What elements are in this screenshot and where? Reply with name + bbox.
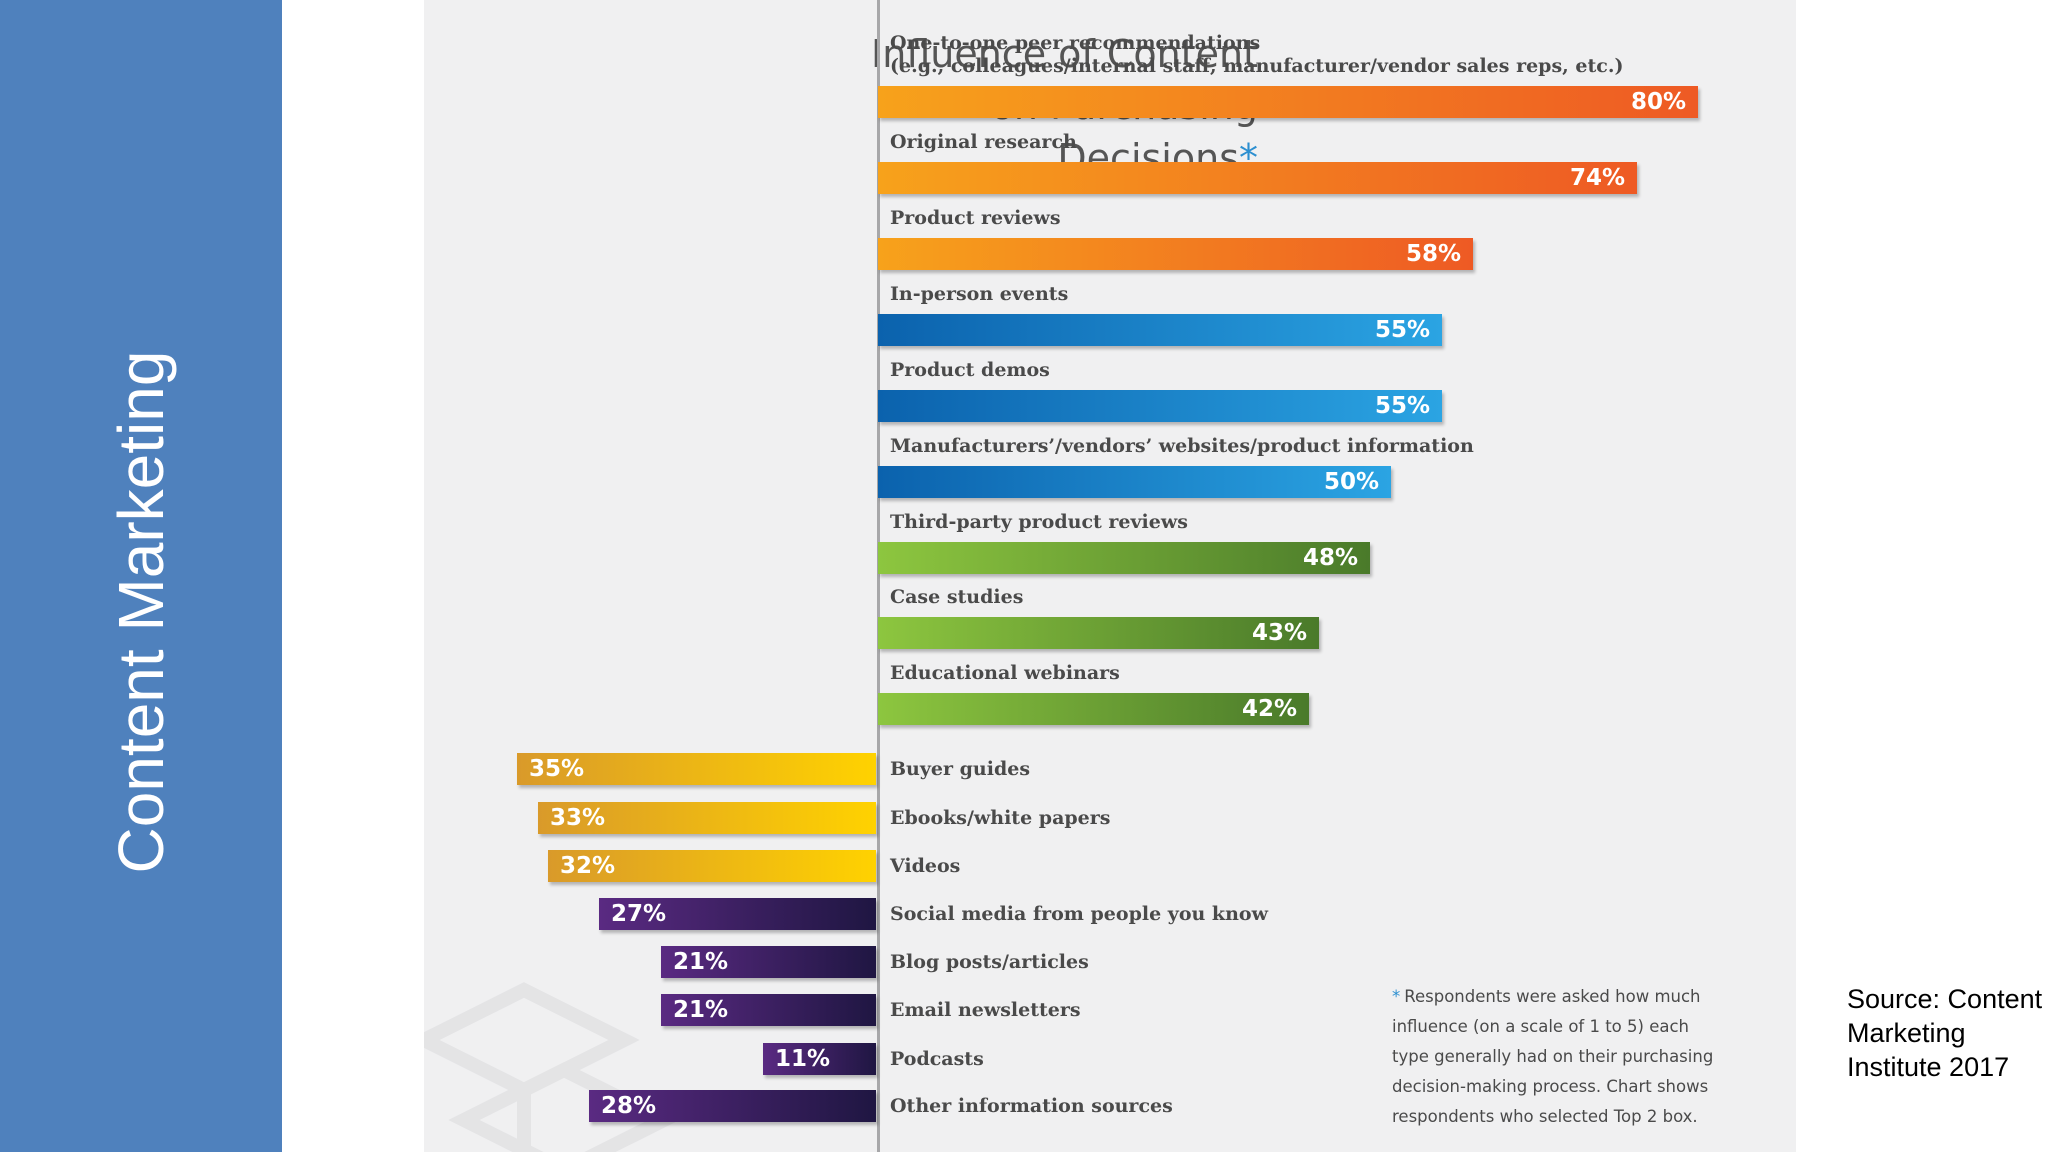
bar-value-label: 32% xyxy=(560,853,616,879)
bar-value-label: 74% xyxy=(1569,165,1625,191)
bar-value-label: 50% xyxy=(1323,469,1379,495)
bar-value-label: 80% xyxy=(1630,89,1686,115)
bar: 43% xyxy=(878,617,1319,649)
footnote-line: respondents who selected Top 2 box. xyxy=(1392,1107,1698,1126)
bar-value-label: 28% xyxy=(601,1093,657,1119)
bar: 33% xyxy=(538,802,876,834)
bar: 35% xyxy=(517,753,876,785)
bar-label: Buyer guides xyxy=(890,758,1031,780)
bar-label: One-to-one peer recommendations xyxy=(890,32,1261,54)
bar: 28% xyxy=(589,1090,876,1122)
bar: 21% xyxy=(661,946,876,978)
bar: 50% xyxy=(878,466,1391,498)
bar: 42% xyxy=(878,693,1309,725)
footnote: * Respondents were asked how much influen… xyxy=(1392,982,1732,1132)
bar-label: Videos xyxy=(890,855,961,877)
bar: 11% xyxy=(763,1043,876,1075)
watermark-cube-icon xyxy=(424,982,680,1152)
footnote-line: * Respondents were asked how much xyxy=(1392,982,1732,1012)
footnote-line: influence (on a scale of 1 to 5) each xyxy=(1392,1017,1689,1036)
bar: 55% xyxy=(878,390,1442,422)
bar-value-label: 27% xyxy=(611,901,667,927)
bar-label: Educational webinars xyxy=(890,662,1120,684)
bar: 32% xyxy=(548,850,876,882)
source-line: Marketing xyxy=(1847,1018,1966,1048)
bar-label: In-person events xyxy=(890,283,1069,305)
bar-value-label: 48% xyxy=(1302,545,1358,571)
bar-value-label: 43% xyxy=(1251,620,1307,646)
bar-label: Case studies xyxy=(890,586,1024,608)
chart-panel: Influence of Content on Purchasing Decis… xyxy=(424,0,1796,1152)
chart-title-line: Influence of Content xyxy=(871,32,1258,76)
bar-label: Blog posts/articles xyxy=(890,951,1089,973)
bar-label: (e.g., colleagues/internal staff, manufa… xyxy=(890,55,1624,77)
bar-value-label: 33% xyxy=(550,805,606,831)
sidebar-title: Content Marketing xyxy=(105,350,177,874)
bar-label: Manufacturers’/vendors’ websites/product… xyxy=(890,435,1474,457)
bar-value-label: 58% xyxy=(1405,241,1461,267)
bar: 58% xyxy=(878,238,1473,270)
source-citation: Source: Content Marketing Institute 2017 xyxy=(1847,982,2048,1084)
bar-value-label: 42% xyxy=(1241,696,1297,722)
center-axis-line xyxy=(877,0,880,1152)
bar-value-label: 21% xyxy=(673,949,729,975)
bar-label: Third-party product reviews xyxy=(890,511,1188,533)
bar-value-label: 55% xyxy=(1374,317,1430,343)
source-line: Source: Content xyxy=(1847,984,2043,1014)
bar: 27% xyxy=(599,898,876,930)
bar-label: Product reviews xyxy=(890,207,1061,229)
sidebar: Content Marketing xyxy=(0,0,282,1152)
footnote-text: Respondents were asked how much xyxy=(1404,987,1701,1006)
bar-value-label: 55% xyxy=(1374,393,1430,419)
bar-label: Other information sources xyxy=(890,1095,1173,1117)
bar-value-label: 21% xyxy=(673,997,729,1023)
bar: 21% xyxy=(661,994,876,1026)
bar-label: Social media from people you know xyxy=(890,903,1268,925)
source-line: Institute 2017 xyxy=(1847,1052,2010,1082)
bar: 80% xyxy=(878,86,1698,118)
bar: 74% xyxy=(878,162,1637,194)
footnote-line: type generally had on their purchasing xyxy=(1392,1047,1714,1066)
bar: 48% xyxy=(878,542,1370,574)
footnote-asterisk: * xyxy=(1392,987,1401,1006)
bar-label: Podcasts xyxy=(890,1048,984,1070)
footnote-line: decision-making process. Chart shows xyxy=(1392,1077,1709,1096)
bar-value-label: 35% xyxy=(529,756,585,782)
bar-label: Email newsletters xyxy=(890,999,1081,1021)
bar-label: Product demos xyxy=(890,359,1050,381)
bar-label: Ebooks/white papers xyxy=(890,807,1111,829)
bar-label: Original research xyxy=(890,131,1077,153)
bar: 55% xyxy=(878,314,1442,346)
bar-value-label: 11% xyxy=(775,1046,831,1072)
